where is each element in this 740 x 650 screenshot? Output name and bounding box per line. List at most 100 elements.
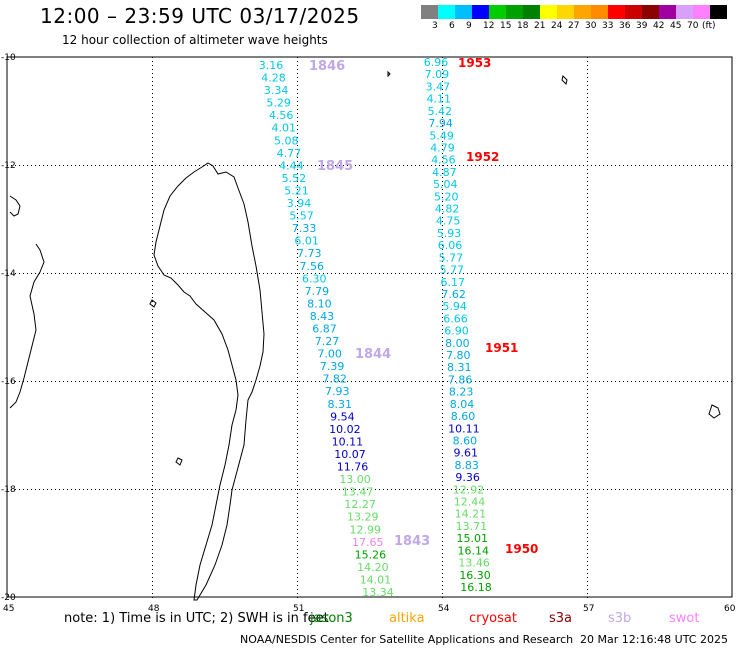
grid-dot: [651, 489, 652, 490]
grid-dot: [251, 273, 252, 274]
grid-dot: [107, 165, 108, 166]
legend-swatch-15: [676, 5, 693, 19]
grid-dot: [515, 489, 516, 490]
grid-dot: [442, 281, 443, 282]
grid-dot: [442, 301, 443, 302]
grid-dot: [403, 165, 404, 166]
grid-dot: [442, 145, 443, 146]
grid-dot: [442, 269, 443, 270]
grid-dot: [723, 165, 724, 166]
grid-dot: [152, 217, 153, 218]
grid-dot: [297, 429, 298, 430]
grid-dot: [371, 273, 372, 274]
grid-dot: [587, 509, 588, 510]
grid-dot: [419, 489, 420, 490]
grid-dot: [442, 465, 443, 466]
grid-dot: [323, 381, 324, 382]
grid-dot: [442, 517, 443, 518]
grid-dot: [587, 229, 588, 230]
grid-dot: [442, 509, 443, 510]
grid-dot: [319, 165, 320, 166]
grid-dot: [297, 545, 298, 546]
grid-dot: [227, 381, 228, 382]
grid-dot: [297, 73, 298, 74]
legend-label: 30: [585, 21, 597, 31]
grid-dot: [442, 581, 443, 582]
grid-dot: [152, 233, 153, 234]
west-track-swh-label: 7.93: [325, 385, 350, 398]
grid-dot: [539, 273, 540, 274]
grid-dot: [587, 465, 588, 466]
west-track-swh-label: 9.54: [330, 410, 355, 423]
grid-dot: [297, 77, 298, 78]
grid-dot: [152, 153, 153, 154]
grid-dot: [297, 589, 298, 590]
grid-dot: [297, 217, 298, 218]
grid-dot: [375, 273, 376, 274]
grid-dot: [299, 273, 300, 274]
grid-dot: [152, 133, 153, 134]
grid-dot: [297, 193, 298, 194]
legend-label: 9: [466, 21, 472, 31]
grid-dot: [297, 297, 298, 298]
grid-dot: [575, 165, 576, 166]
grid-dot: [587, 305, 588, 306]
grid-dot: [647, 381, 648, 382]
grid-dot: [587, 269, 588, 270]
grid-dot: [319, 489, 320, 490]
grid-dot: [442, 573, 443, 574]
grid-dot: [191, 381, 192, 382]
grid-dot: [343, 165, 344, 166]
grid-dot: [587, 341, 588, 342]
grid-dot: [152, 157, 153, 158]
legend-label: 12: [483, 21, 495, 31]
grid-dot: [535, 165, 536, 166]
grid-dot: [179, 165, 180, 166]
grid-dot: [123, 489, 124, 490]
grid-dot: [442, 341, 443, 342]
grid-dot: [297, 557, 298, 558]
grid-dot: [143, 273, 144, 274]
grid-dot: [215, 273, 216, 274]
grid-dot: [152, 277, 153, 278]
grid-dot: [171, 273, 172, 274]
grid-dot: [443, 165, 444, 166]
grid-dot: [591, 273, 592, 274]
grid-dot: [297, 421, 298, 422]
grid-dot: [442, 373, 443, 374]
grid-dot: [443, 381, 444, 382]
grid-dot: [211, 273, 212, 274]
grid-dot: [335, 489, 336, 490]
grid-dot: [152, 409, 153, 410]
grid-dot: [223, 489, 224, 490]
grid-dot: [152, 565, 153, 566]
grid-dot: [395, 273, 396, 274]
grid-dot: [43, 165, 44, 166]
grid-dot: [103, 489, 104, 490]
grid-dot: [152, 545, 153, 546]
grid-dot: [547, 489, 548, 490]
grid-dot: [15, 489, 16, 490]
west-track-swh-label: 4.28: [261, 72, 286, 85]
grid-dot: [442, 141, 443, 142]
grid-dot: [442, 325, 443, 326]
grid-dot: [587, 329, 588, 330]
grid-dot: [442, 101, 443, 102]
grid-dot: [442, 105, 443, 106]
grid-dot: [579, 165, 580, 166]
grid-dot: [447, 165, 448, 166]
grid-dot: [297, 105, 298, 106]
grid-dot: [442, 161, 443, 162]
lon-tick-label: 45: [3, 604, 14, 614]
grid-dot: [395, 165, 396, 166]
grid-dot: [297, 273, 298, 274]
grid-dot: [567, 273, 568, 274]
grid-dot: [297, 537, 298, 538]
grid-dot: [297, 377, 298, 378]
grid-dot: [139, 489, 140, 490]
grid-dot: [591, 381, 592, 382]
grid-dot: [587, 97, 588, 98]
west-track-swh-label: 8.31: [328, 398, 353, 411]
grid-dot: [587, 109, 588, 110]
grid-dot: [351, 489, 352, 490]
